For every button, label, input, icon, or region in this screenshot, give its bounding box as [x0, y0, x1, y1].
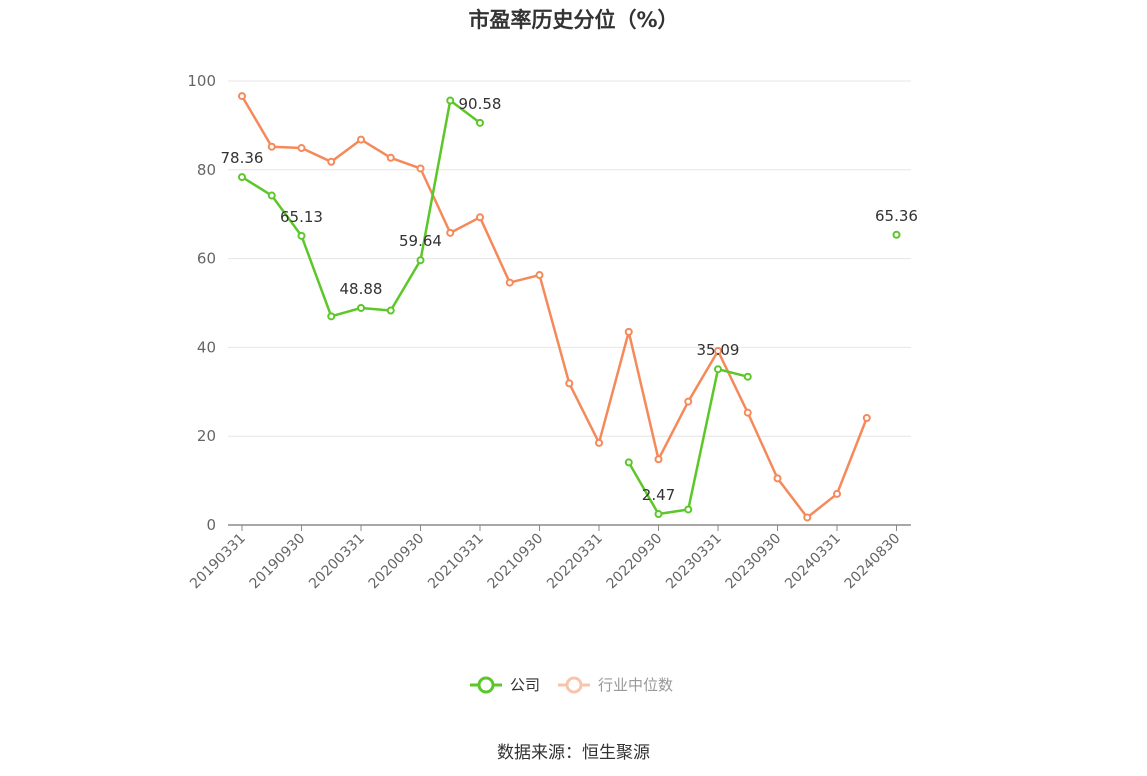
- legend-company-marker: [477, 676, 495, 694]
- industry-data-point[interactable]: [446, 228, 455, 237]
- company-data-point[interactable]: [386, 306, 395, 315]
- y-tick-label: 0: [206, 516, 216, 534]
- x-tick-label: 20240830: [842, 531, 904, 593]
- industry-data-point[interactable]: [624, 327, 633, 336]
- x-tick-label: 20230930: [723, 531, 785, 593]
- company-data-point[interactable]: [416, 256, 425, 265]
- legend-company-label: 公司: [510, 676, 540, 694]
- industry-data-point[interactable]: [297, 144, 306, 153]
- industry-data-point[interactable]: [535, 271, 544, 280]
- x-tick-label: 20220930: [604, 531, 666, 593]
- industry-data-point[interactable]: [773, 474, 782, 483]
- company-data-label: 65.36: [875, 207, 918, 225]
- legend-item-company[interactable]: 公司: [470, 676, 540, 694]
- industry-data-point[interactable]: [357, 135, 365, 144]
- company-data-point[interactable]: [476, 118, 484, 127]
- industry-data-point[interactable]: [505, 278, 514, 287]
- industry-data-point[interactable]: [862, 413, 871, 422]
- industry-data-point[interactable]: [386, 153, 395, 162]
- company-data-point[interactable]: [238, 173, 246, 182]
- company-data-label: 35.09: [697, 341, 740, 359]
- company-data-label: 48.88: [340, 280, 383, 298]
- industry-data-point[interactable]: [654, 455, 663, 464]
- legend[interactable]: 公司 行业中位数: [470, 676, 673, 694]
- company-data-point[interactable]: [357, 303, 365, 312]
- company-data-point[interactable]: [297, 231, 306, 240]
- industry-data-point[interactable]: [416, 164, 425, 173]
- x-tick-label: 20230331: [663, 531, 725, 593]
- y-tick-label: 40: [197, 338, 216, 356]
- industry-data-point[interactable]: [684, 397, 693, 406]
- axes: 0 20 40 60 80 100 2019033120190930202003312020…: [187, 72, 911, 592]
- source-note: 数据来源：恒生聚源: [497, 743, 650, 763]
- x-tick-label: 20210331: [425, 531, 487, 593]
- y-tick-label: 80: [197, 161, 216, 179]
- industry-data-point[interactable]: [743, 408, 752, 417]
- company-data-point[interactable]: [327, 312, 336, 321]
- x-tick-label: 20190331: [187, 531, 249, 593]
- company-data-point[interactable]: [743, 372, 752, 381]
- x-tick-label: 20220331: [544, 531, 606, 593]
- series-lines: [238, 92, 901, 522]
- chart-title: 市盈率历史分位（%）: [468, 8, 679, 32]
- company-data-label: 90.58: [459, 95, 502, 113]
- legend-item-industry[interactable]: 行业中位数: [558, 676, 673, 694]
- company-data-label: 78.36: [221, 149, 264, 167]
- y-tick-label: 20: [197, 427, 216, 445]
- legend-industry-marker: [565, 676, 583, 694]
- company-data-point[interactable]: [624, 458, 633, 467]
- industry-data-point[interactable]: [267, 142, 276, 151]
- company-data-label: 65.13: [280, 208, 323, 226]
- company-data-point[interactable]: [714, 365, 722, 374]
- industry-data-point[interactable]: [476, 213, 484, 222]
- industry-data-point[interactable]: [714, 346, 722, 355]
- company-data-point[interactable]: [684, 505, 693, 514]
- x-tick-label: 20210930: [485, 531, 547, 593]
- industry-data-point[interactable]: [565, 379, 574, 388]
- x-tick-label: 20240331: [782, 531, 844, 593]
- company-data-label: 59.64: [399, 232, 442, 250]
- industry-series-line: [240, 95, 868, 519]
- industry-data-point[interactable]: [803, 513, 812, 522]
- industry-data-point[interactable]: [833, 489, 841, 498]
- x-tick-label: 20200930: [366, 531, 428, 593]
- company-data-point[interactable]: [267, 191, 276, 200]
- grid-lines: [228, 80, 911, 437]
- company-data-point[interactable]: [892, 230, 901, 239]
- y-tick-label: 60: [197, 250, 216, 268]
- company-data-label: 2.47: [642, 486, 675, 504]
- y-tick-label: 100: [187, 72, 216, 90]
- x-tick-label: 20190930: [247, 531, 309, 593]
- company-data-point[interactable]: [446, 96, 455, 105]
- industry-data-point[interactable]: [595, 438, 603, 447]
- company-data-point[interactable]: [654, 510, 663, 519]
- data-labels: 78.36 65.13 48.88 59.64 90.58 2.47 35.09 65.36: [221, 95, 918, 504]
- x-tick-label: 20200331: [306, 531, 368, 593]
- industry-data-point[interactable]: [238, 92, 246, 101]
- legend-industry-label: 行业中位数: [598, 676, 673, 694]
- industry-data-point[interactable]: [327, 157, 336, 166]
